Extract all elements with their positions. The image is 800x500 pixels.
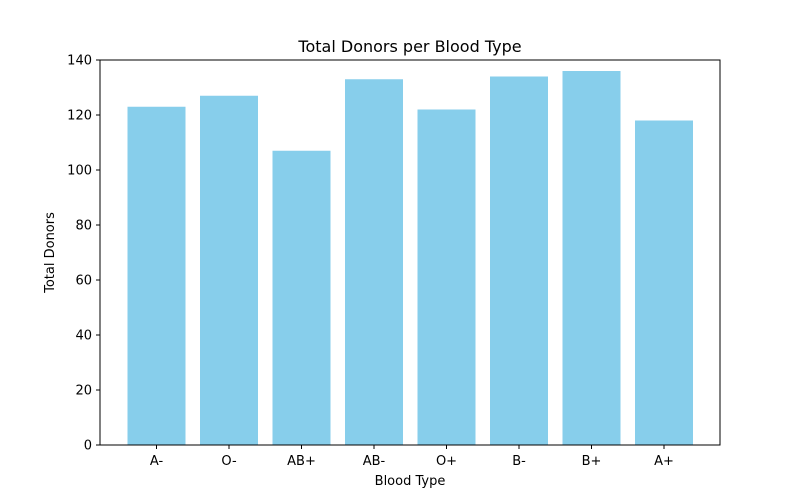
x-tick-label-6: B+ [582, 454, 602, 469]
y-tick-label-5: 100 [67, 164, 92, 179]
y-tick-label-2: 40 [75, 329, 92, 344]
bar-ominus [200, 95, 258, 445]
bars-layer [127, 71, 693, 445]
y-tick-label-1: 20 [75, 384, 92, 399]
y-axis-label: Total Donors [43, 212, 58, 294]
x-tick-label-3: AB- [363, 454, 386, 469]
x-axis-label: Blood Type [375, 474, 446, 489]
bar-aplus [635, 120, 693, 445]
plot-frame [99, 59, 721, 446]
bar-bplus [562, 71, 621, 445]
x-tick-label-5: B- [512, 454, 526, 469]
y-tick-label-7: 140 [67, 54, 92, 69]
y-tick-label-3: 60 [75, 274, 92, 289]
bar-oplus [417, 109, 476, 445]
ticks-layer: A- O- AB+ AB- O+ B- B+ A+ 0 20 40 60 80 100 120 140 [67, 54, 674, 470]
bar-bminus [490, 76, 548, 445]
y-tick-label-4: 80 [75, 219, 92, 234]
x-tick-label-0: A- [150, 454, 164, 469]
bar-abplus [272, 150, 331, 445]
x-tick-label-2: AB+ [287, 454, 316, 469]
x-tick-label-4: O+ [436, 454, 457, 469]
x-tick-label-7: A+ [654, 454, 674, 469]
chart-title: Total Donors per Blood Type [297, 37, 521, 56]
y-tick-label-0: 0 [84, 439, 92, 454]
y-tick-label-6: 120 [67, 109, 92, 124]
bar-abminus [345, 79, 403, 445]
bar-aminus [127, 106, 186, 445]
x-tick-label-1: O- [221, 454, 237, 469]
